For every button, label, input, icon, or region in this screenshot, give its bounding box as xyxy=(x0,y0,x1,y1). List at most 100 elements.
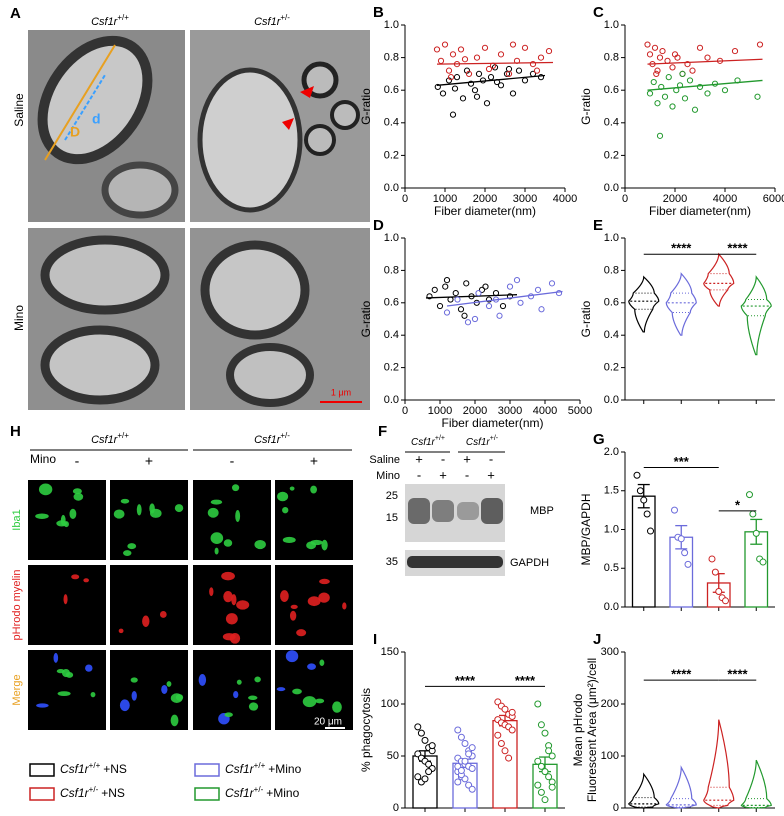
point xyxy=(436,302,444,310)
point xyxy=(494,731,502,739)
treatment: +NS xyxy=(101,786,125,800)
band-label: MBP xyxy=(530,505,554,517)
cell xyxy=(123,550,132,556)
western-blot xyxy=(405,451,505,576)
point xyxy=(677,535,685,543)
fit-line xyxy=(425,294,518,299)
point xyxy=(482,283,489,290)
point xyxy=(756,41,764,48)
sign: - xyxy=(465,467,469,482)
x-tick-label: 2000 xyxy=(663,193,687,205)
cell xyxy=(254,676,261,683)
point xyxy=(425,768,433,776)
point xyxy=(537,788,545,796)
point xyxy=(467,80,475,87)
sign: - xyxy=(441,451,445,466)
point xyxy=(711,568,719,576)
cell xyxy=(85,664,93,672)
point xyxy=(671,506,678,514)
cell xyxy=(332,701,342,713)
cell xyxy=(229,632,241,644)
genotype-label: Csf1r+/+ xyxy=(411,435,445,447)
cell xyxy=(315,698,325,704)
panel-label: E xyxy=(593,217,603,234)
cell xyxy=(254,539,266,550)
bar xyxy=(631,495,656,608)
point xyxy=(461,56,469,63)
fit-line xyxy=(647,58,763,65)
marker-label: 25 xyxy=(386,490,398,502)
legend-swatch xyxy=(29,763,55,777)
point xyxy=(759,558,767,566)
point xyxy=(485,302,493,310)
legend-swatch xyxy=(194,787,220,801)
y-tick-label: 0.2 xyxy=(604,149,619,161)
cell xyxy=(310,539,323,546)
point xyxy=(669,64,676,71)
x-tick-label: 4000 xyxy=(553,193,577,205)
x-tick-label: 0 xyxy=(402,405,408,417)
gene: Csf1r xyxy=(466,437,491,448)
y-axis-label: Mean pHrodo xyxy=(571,693,585,766)
point xyxy=(722,597,729,605)
sign: + xyxy=(310,453,318,469)
panel-label: A xyxy=(10,5,21,22)
point xyxy=(548,783,556,791)
point xyxy=(509,90,517,97)
point xyxy=(534,757,542,765)
gene: Csf1r xyxy=(91,434,119,446)
y-tick-label: 1.0 xyxy=(604,523,619,535)
sign: - xyxy=(489,451,493,466)
point xyxy=(731,47,739,55)
point xyxy=(521,44,529,51)
cell xyxy=(69,508,77,520)
cell xyxy=(321,539,328,551)
point xyxy=(468,764,476,772)
point xyxy=(661,93,669,100)
point xyxy=(481,44,489,51)
panel-label: H xyxy=(10,423,21,440)
y-tick-label: 2.0 xyxy=(604,446,619,458)
axon xyxy=(37,35,153,165)
cell xyxy=(221,571,235,581)
point xyxy=(451,85,459,92)
significance-label: **** xyxy=(671,667,692,682)
image-label: d xyxy=(92,111,101,127)
point xyxy=(461,740,469,748)
fit-line xyxy=(446,290,563,307)
cell xyxy=(72,488,82,495)
fit-line xyxy=(436,61,554,65)
point xyxy=(513,277,521,284)
cell xyxy=(210,532,224,545)
point xyxy=(471,315,479,323)
cell xyxy=(71,574,80,580)
point xyxy=(508,708,516,716)
significance-label: **** xyxy=(455,673,476,688)
cell xyxy=(223,591,233,603)
point xyxy=(414,773,422,781)
row-label: Saline xyxy=(369,454,400,466)
point xyxy=(534,781,542,789)
x-tick-label: 6000 xyxy=(763,193,784,205)
band xyxy=(457,502,479,520)
gene: Csf1r xyxy=(254,434,282,446)
point xyxy=(665,74,672,81)
point xyxy=(537,721,545,729)
point xyxy=(715,588,723,595)
y-tick-label: 0.6 xyxy=(604,297,619,309)
arrowhead xyxy=(282,86,314,130)
point xyxy=(541,768,549,776)
cell xyxy=(38,483,53,496)
y-tick-label: 0.6 xyxy=(384,297,399,309)
y-tick-label: 0.6 xyxy=(604,84,619,96)
cell xyxy=(296,629,307,637)
point xyxy=(708,555,716,563)
significance-label: **** xyxy=(671,241,692,256)
point xyxy=(643,510,651,518)
y-tick-label: 0.0 xyxy=(384,394,399,406)
y-tick-label: 1.0 xyxy=(384,232,399,244)
cell xyxy=(170,714,179,727)
point xyxy=(517,299,524,306)
y-axis-label: G-ratio xyxy=(359,88,373,125)
